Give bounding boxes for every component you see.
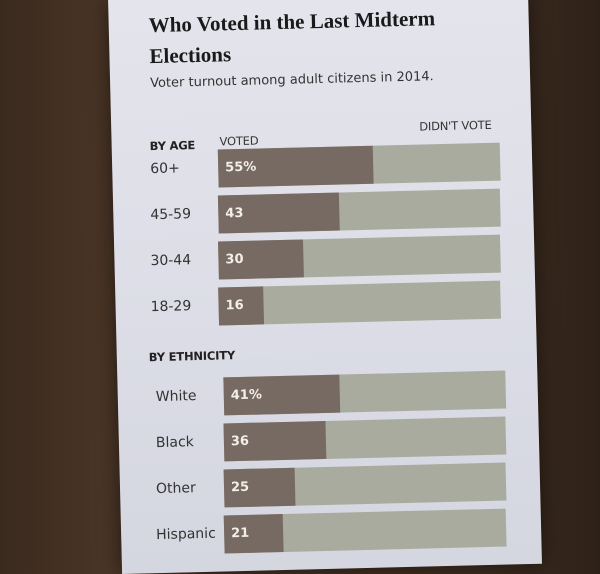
chart-subtitle: Voter turnout among adult citizens in 20…	[149, 69, 434, 92]
category-label: 45-59	[150, 206, 192, 224]
voted-bar: 25	[223, 467, 295, 508]
chart-card: Who Voted in the Last Midterm Elections …	[108, 0, 542, 574]
category-label: Hispanic	[155, 525, 216, 544]
chart-title: Who Voted in the Last Midterm Elections	[148, 6, 436, 69]
value-label: 41%	[230, 387, 263, 404]
voted-header: VOTED	[219, 133, 259, 149]
didnt-vote-bar: 41%	[223, 370, 507, 416]
voted-bar: 55%	[217, 145, 374, 188]
bar-row: Other 25	[156, 462, 521, 509]
category-label: 30-44	[150, 252, 192, 270]
category-label: Other	[155, 480, 196, 498]
category-label: Black	[155, 434, 194, 452]
didnt-vote-bar: 25	[223, 462, 507, 508]
value-label: 21	[230, 525, 250, 542]
bar-row: Black 36	[155, 416, 520, 463]
value-label: 55%	[225, 159, 257, 176]
bar-row: 18-29 16	[150, 280, 515, 327]
bar-row: 45-59 43	[150, 188, 515, 235]
didnt-vote-bar: 30	[218, 234, 501, 280]
value-label: 43	[225, 205, 244, 222]
category-label: 60+	[150, 160, 180, 178]
voted-bar: 30	[218, 239, 304, 280]
bar-row: 30-44 30	[150, 234, 515, 281]
voted-bar: 16	[218, 286, 265, 326]
value-label: 25	[230, 479, 250, 496]
bar-row: White 41%	[155, 370, 520, 417]
category-label: 18-29	[150, 298, 192, 316]
bar-row: Hispanic 21	[156, 508, 521, 555]
didnt-vote-bar: 43	[217, 188, 501, 234]
value-label: 36	[230, 433, 250, 450]
value-label: 30	[225, 251, 244, 268]
didnt-vote-bar: 16	[218, 280, 501, 326]
category-label: White	[155, 388, 197, 406]
voted-bar: 43	[217, 192, 341, 234]
by-ethnicity-header: BY ETHNICITY	[148, 348, 236, 365]
didnt-vote-bar: 55%	[217, 142, 501, 188]
bar-row: 60+ 55%	[150, 142, 515, 189]
voted-bar: 41%	[223, 374, 340, 416]
didnt-vote-bar: 21	[223, 508, 507, 554]
voted-bar: 21	[223, 514, 284, 554]
voted-bar: 36	[223, 420, 326, 462]
value-label: 16	[225, 297, 244, 314]
didnt-vote-bar: 36	[223, 416, 507, 462]
didnt-vote-header: DIDN'T VOTE	[419, 117, 492, 134]
